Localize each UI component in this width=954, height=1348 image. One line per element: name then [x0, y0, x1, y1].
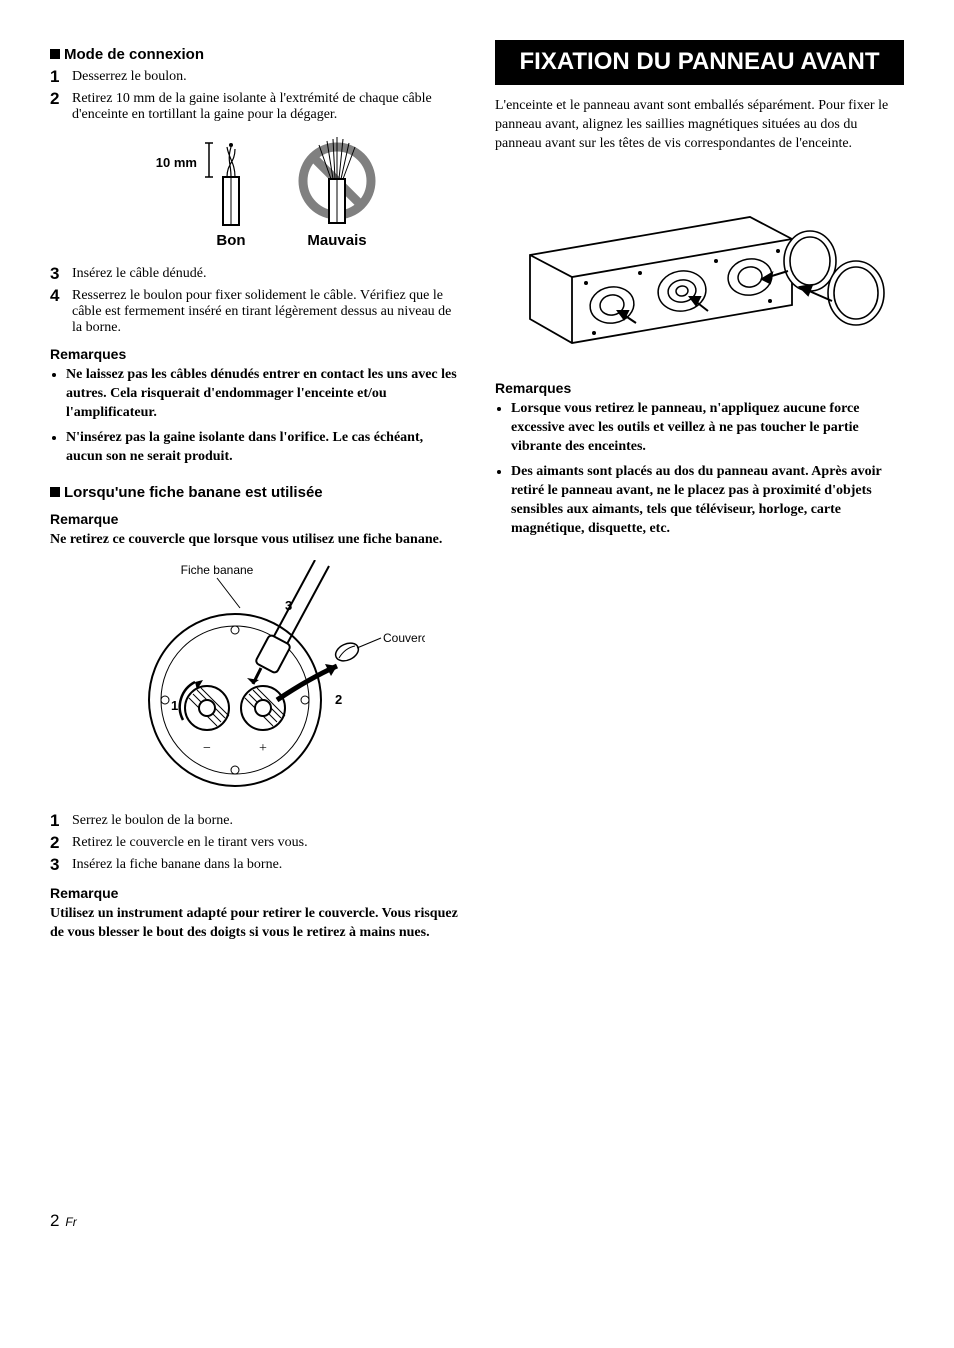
bad-label: Mauvais: [307, 232, 366, 249]
square-bullet-icon: [50, 49, 60, 59]
remarques-heading: Remarques: [50, 346, 459, 362]
note-item: Lorsque vous retirez le panneau, n'appli…: [511, 400, 904, 457]
remarques-heading-right: Remarques: [495, 380, 904, 396]
note-item: N'insérez pas la gaine isolante dans l'o…: [66, 429, 459, 467]
final-note: Utilisez un instrument adapté pour retir…: [50, 905, 459, 943]
banana-svg: Fiche banane: [85, 560, 425, 800]
step-1: 1 Desserrez le boulon.: [50, 67, 459, 87]
bstep-2: 2 Retirez le couvercle en le tirant vers…: [50, 833, 459, 853]
speaker-svg: [500, 165, 900, 365]
wire-strip-svg: 10 mm: [105, 133, 405, 253]
step-number: 4: [50, 286, 72, 336]
page-footer: 2 Fr: [50, 1211, 904, 1231]
cover-label: Couvercle: [383, 631, 425, 645]
step-text: Insérez la fiche banane dans la borne.: [72, 855, 282, 875]
cover-icon: [332, 640, 361, 665]
note-item: Ne laissez pas les câbles dénudés entrer…: [66, 366, 459, 423]
step-number: 2: [50, 833, 72, 853]
svg-text:−: −: [203, 741, 211, 756]
fig-num-1: 1: [171, 698, 178, 713]
two-column-layout: Mode de connexion 1 Desserrez le boulon.…: [50, 40, 904, 951]
binding-post-left: [185, 686, 229, 730]
binding-post-right: [241, 686, 285, 730]
step-number: 2: [50, 89, 72, 123]
grille-disc-icon: [784, 231, 836, 291]
note-item: Des aimants sont placés au dos du pannea…: [511, 463, 904, 539]
bstep-1: 1 Serrez le boulon de la borne.: [50, 811, 459, 831]
mm-label: 10 mm: [155, 155, 196, 170]
right-column: FIXATION DU PANNEAU AVANT L'enceinte et …: [495, 40, 904, 951]
plug-label: Fiche banane: [180, 563, 253, 577]
mode-connexion-heading: Mode de connexion: [50, 46, 459, 63]
remarque2-heading: Remarque: [50, 885, 459, 901]
step-4: 4 Resserrez le boulon pour fixer solidem…: [50, 286, 459, 336]
step-text: Retirez 10 mm de la gaine isolante à l'e…: [72, 89, 459, 123]
grille-disc-icon: [828, 261, 884, 325]
step-text: Resserrez le boulon pour fixer solidemen…: [72, 286, 459, 336]
step-3: 3 Insérez le câble dénudé.: [50, 264, 459, 284]
left-column: Mode de connexion 1 Desserrez le boulon.…: [50, 40, 459, 951]
banana-heading: Lorsqu'une fiche banane est utilisée: [50, 484, 459, 501]
fixation-banner: FIXATION DU PANNEAU AVANT: [495, 40, 904, 85]
notes-list: Ne laissez pas les câbles dénudés entrer…: [50, 366, 459, 466]
step-number: 3: [50, 855, 72, 875]
banana-title: Lorsqu'une fiche banane est utilisée: [64, 484, 323, 501]
step-2: 2 Retirez 10 mm de la gaine isolante à l…: [50, 89, 459, 123]
step-number: 1: [50, 67, 72, 87]
step-text: Serrez le boulon de la borne.: [72, 811, 233, 831]
bstep-3: 3 Insérez la fiche banane dans la borne.: [50, 855, 459, 875]
step-text: Retirez le couvercle en le tirant vers v…: [72, 833, 308, 853]
page-lang: Fr: [65, 1215, 76, 1229]
step-text: Desserrez le boulon.: [72, 67, 187, 87]
bad-wire-icon: [303, 137, 371, 223]
banana-note: Ne retirez ce couvercle que lorsque vous…: [50, 531, 459, 550]
speaker-grille-figure: [495, 165, 904, 370]
page-number: 2: [50, 1211, 59, 1230]
step-number: 1: [50, 811, 72, 831]
fig-num-3: 3: [285, 598, 292, 613]
wire-strip-figure: 10 mm: [50, 133, 459, 258]
good-wire-icon: [223, 143, 239, 225]
fixation-intro: L'enceinte et le panneau avant sont emba…: [495, 97, 904, 154]
step-text: Insérez le câble dénudé.: [72, 264, 206, 284]
square-bullet-icon: [50, 487, 60, 497]
notes-list-right: Lorsque vous retirez le panneau, n'appli…: [495, 400, 904, 538]
mode-connexion-title: Mode de connexion: [64, 46, 204, 63]
good-label: Bon: [216, 232, 245, 249]
remarque-heading: Remarque: [50, 511, 459, 527]
banana-figure: Fiche banane: [50, 560, 459, 805]
step-number: 3: [50, 264, 72, 284]
fig-num-2: 2: [335, 692, 342, 707]
svg-text:+: +: [259, 741, 267, 756]
